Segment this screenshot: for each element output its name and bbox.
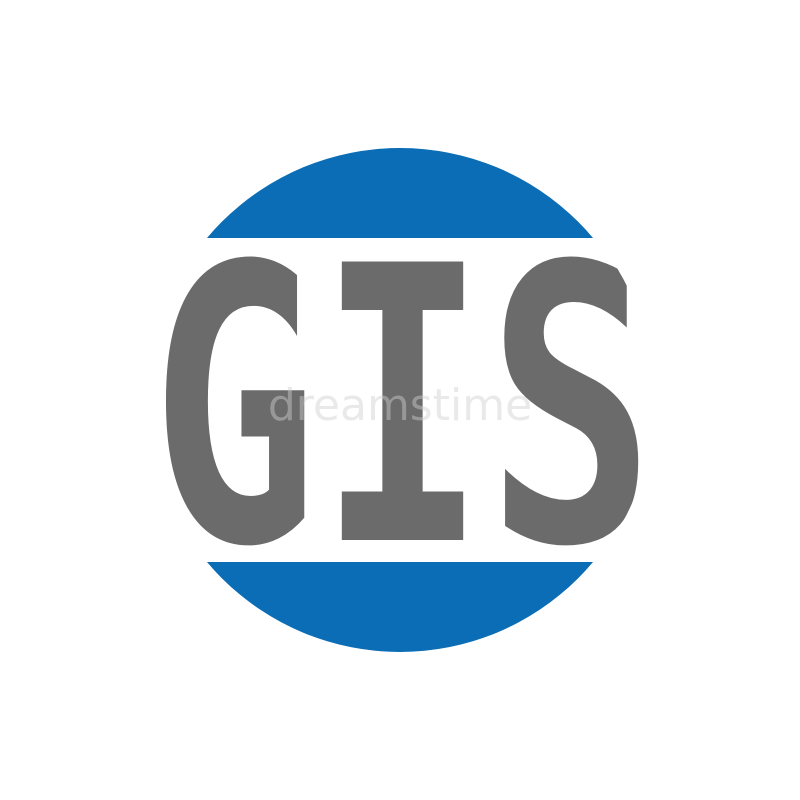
bottom-segment <box>207 562 593 652</box>
letters-group: GIS <box>150 186 655 631</box>
logo-text: GIS <box>150 186 655 631</box>
watermark: dreamstime <box>268 380 532 431</box>
top-segment <box>207 148 593 238</box>
